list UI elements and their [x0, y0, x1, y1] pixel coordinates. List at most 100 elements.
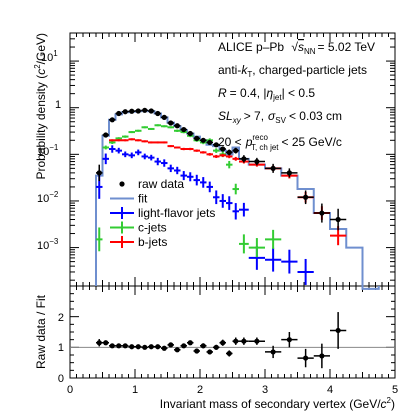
raw-data-dot: [286, 170, 292, 176]
light-flavor-jets-point: [167, 164, 174, 173]
legend-item-raw-data: raw data: [119, 177, 184, 191]
raw-data-point: [161, 114, 168, 120]
ratio-point: [213, 344, 220, 350]
raw-data-point: [102, 132, 109, 138]
ratio-dot: [335, 327, 341, 334]
raw-data-point: [226, 149, 233, 156]
raw-data-point: [239, 155, 249, 163]
ratio-dot: [122, 343, 128, 349]
raw-data-dot: [116, 110, 122, 117]
ratio-dot: [168, 342, 174, 348]
light-flavor-jets-point: [115, 147, 122, 154]
raw-data-point: [128, 108, 135, 114]
b-jets-point: [180, 147, 187, 151]
ratio-point: [122, 343, 129, 349]
light-flavor-jets-point: [193, 174, 200, 186]
light-flavor-jets-point: [135, 149, 142, 156]
light-flavor-jets-point: [206, 181, 213, 193]
y-tick-label-0-01: 10−2: [37, 190, 59, 205]
light-flavor-jets-point: [239, 202, 249, 217]
b-jets-point: [174, 146, 181, 149]
light-flavor-jets-point: [213, 190, 220, 205]
b-jets-point: [187, 147, 194, 151]
ratio-point: [174, 347, 181, 353]
c-jets-point: [96, 227, 103, 252]
raw-data-dot: [233, 148, 239, 154]
light-flavor-jets-point: [161, 159, 168, 167]
ratio-dot: [155, 344, 161, 350]
raw-data-dot: [187, 130, 193, 137]
ratio-dot: [142, 344, 148, 350]
ratio-dot: [135, 344, 141, 350]
raw-data-dot: [161, 114, 167, 120]
top-series-markers: [96, 107, 347, 285]
b-jets-point: [141, 140, 148, 143]
raw-data-dot: [122, 109, 128, 115]
raw-data-point: [109, 117, 116, 123]
annotation-pt-range: 20 < preco T, ch jet < 25 GeV/c: [218, 133, 342, 152]
raw-data-dot: [200, 137, 206, 143]
legend-item-b-jets: b-jets: [110, 235, 167, 249]
raw-data-point: [206, 139, 213, 146]
ratio-dot: [109, 343, 115, 349]
raw-data-dot: [213, 142, 219, 148]
bottom-y-tick-labels: 0 1 2: [58, 312, 64, 385]
raw-data-point: [180, 126, 187, 133]
x-tick-3: 3: [262, 384, 268, 396]
ratio-dot: [103, 340, 109, 346]
top-y-ticks: [70, 32, 395, 281]
ratio-point: [281, 332, 298, 348]
ratio-dot: [96, 340, 102, 346]
raw-data-point: [141, 107, 148, 113]
ratio-dot: [194, 348, 200, 354]
raw-data-point: [167, 120, 174, 126]
ratio-point: [180, 343, 187, 349]
x-tick-5: 5: [392, 384, 398, 396]
light-flavor-jets-point: [297, 258, 314, 285]
c-jets-point: [161, 125, 168, 128]
c-jets-point: [232, 183, 239, 195]
ratio-point: [226, 350, 233, 357]
c-jets-point: [141, 126, 148, 129]
ratio-point: [206, 349, 213, 355]
c-jets-point: [226, 160, 233, 169]
light-flavor-jets-point: [232, 203, 239, 220]
ratio-point: [141, 344, 148, 350]
raw-data-dot: [207, 139, 213, 146]
ratio-dot: [129, 344, 135, 350]
raw-data-point: [330, 208, 347, 231]
light-flavor-jets-point: [187, 172, 194, 182]
ratio-point: [109, 343, 116, 349]
legend-label-c-jets: c-jets: [138, 221, 167, 235]
raw-data-dot: [96, 170, 102, 176]
b-jets-point: [219, 153, 226, 157]
ratio-dot: [200, 343, 206, 349]
raw-data-point: [148, 108, 155, 114]
ratio-point: [167, 342, 174, 348]
raw-data-point: [135, 108, 142, 114]
ratio-dot: [220, 340, 226, 346]
c-jets-point: [102, 145, 109, 150]
raw-data-dot: [254, 158, 260, 165]
annotation-block: ALICE p–Pb √sNN = 5.02 TeV anti-kT, charg…: [218, 40, 375, 152]
raw-data-dot: [155, 110, 161, 117]
ratio-dot: [286, 337, 292, 343]
top-y-tick-labels: 101 1 10−1 10−2 10−3: [37, 49, 61, 252]
light-flavor-jets-point: [281, 249, 298, 274]
c-jets-point: [122, 135, 129, 138]
b-jets-point: [128, 138, 135, 141]
raw-data-point: [174, 123, 181, 129]
raw-data-dot: [303, 194, 309, 200]
x-tick-2: 2: [197, 384, 203, 396]
legend-label-raw-data: raw data: [138, 177, 184, 191]
ratio-point: [135, 344, 142, 350]
light-flavor-jets-point: [148, 154, 155, 161]
ratio-dot: [181, 343, 187, 349]
ratio-point: [148, 344, 155, 350]
ratio-point: [313, 343, 330, 369]
ratio-point: [187, 340, 194, 346]
ratio-point: [102, 340, 109, 346]
raw-data-point: [265, 163, 282, 173]
ratio-dot: [270, 349, 276, 355]
ratio-dot: [254, 338, 260, 344]
